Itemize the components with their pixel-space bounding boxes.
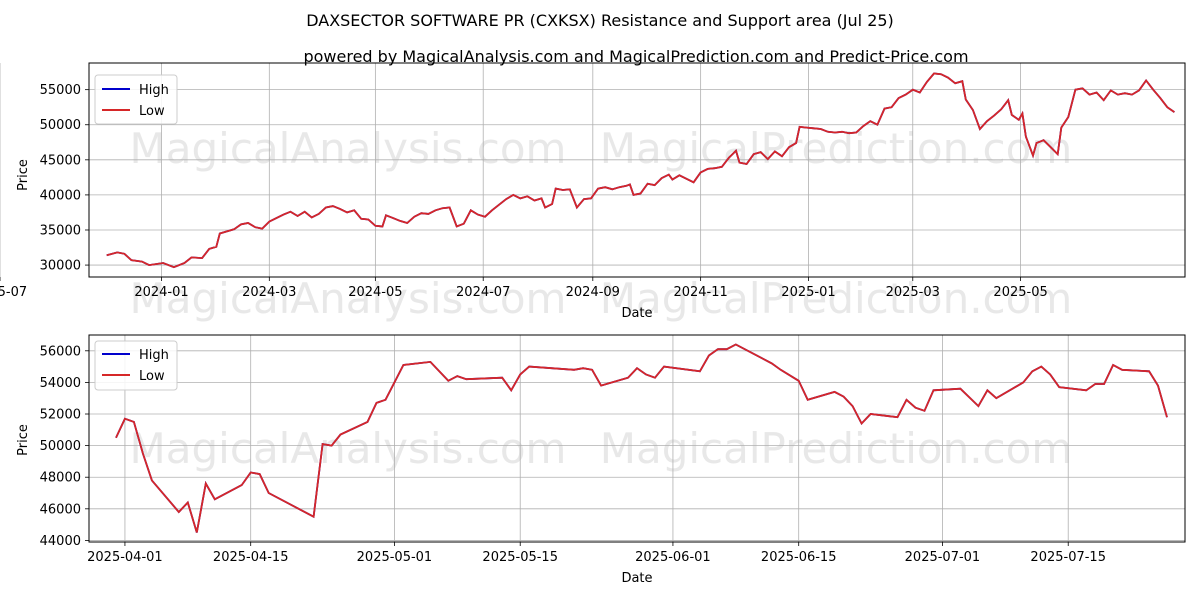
bottom-y-tick-label: 56000	[40, 344, 81, 359]
top-y-gridlines	[89, 89, 1185, 266]
bottom-x-tick-label: 2025-06-01	[635, 550, 711, 565]
top-y-tick-label: 35000	[40, 223, 81, 238]
bottom-watermarks: MagicalAnalysis.com MagicalPrediction.co…	[130, 424, 1073, 473]
bottom-x-tick-label: 2025-04-15	[213, 550, 289, 565]
top-y-axis-label: Price	[16, 159, 31, 191]
top-legend-high-label: High	[139, 83, 169, 98]
top-watermarks: MagicalAnalysis.com MagicalPrediction.co…	[130, 124, 1073, 323]
chart-subtitle: powered by MagicalAnalysis.com and Magic…	[303, 47, 968, 66]
top-x-ticks: 2024-01 2024-03 2024-05 2024-07 2024-09 2024-…	[0, 277, 1048, 300]
top-series-low-line	[106, 72, 1175, 269]
bottom-x-tick-label: 2025-06-15	[761, 550, 837, 565]
top-x-tick-label: 2024-03	[242, 285, 296, 300]
chart-title: DAXSECTOR SOFTWARE PR (CXKSX) Resistance…	[306, 11, 894, 30]
top-legend-box	[94, 74, 178, 125]
watermark-mid-right: MagicalPrediction.com	[600, 274, 1073, 323]
top-y-tick-label: 40000	[40, 188, 81, 203]
bottom-x-ticks: 2025-04-01 2025-04-15 2025-05-01 2025-05-15…	[87, 542, 1106, 565]
top-x-gridlines	[0, 63, 1021, 277]
bottom-x-tick-label: 2025-05-01	[357, 550, 433, 565]
watermark-mid-left: MagicalAnalysis.com	[130, 274, 567, 323]
top-x-tick-label: 2025-01	[781, 285, 835, 300]
bottom-y-tick-label: 54000	[40, 376, 81, 391]
top-axes-frame	[88, 62, 1186, 278]
bottom-axes-frame	[88, 334, 1186, 543]
top-x-tick-label: 2024-07	[456, 285, 510, 300]
watermark-bottom-right: MagicalPrediction.com	[600, 424, 1073, 473]
bottom-series-low-line	[115, 343, 1168, 533]
bottom-y-axis-label: Price	[16, 424, 31, 456]
bottom-x-gridlines	[124, 335, 1069, 542]
bottom-y-gridlines	[89, 350, 1185, 541]
top-x-tick-label: 2024-09	[566, 285, 620, 300]
top-x-tick-label: 2025-05	[993, 285, 1047, 300]
top-y-tick-label: 30000	[40, 259, 81, 274]
watermark-bottom-left: MagicalAnalysis.com	[130, 424, 567, 473]
bottom-x-axis-label: Date	[621, 571, 652, 586]
top-legend: High Low	[94, 74, 178, 125]
top-y-tick-label: 45000	[40, 153, 81, 168]
bottom-legend: High Low	[94, 340, 178, 391]
top-legend-low-label: Low	[139, 104, 165, 119]
bottom-legend-low-label: Low	[139, 369, 165, 384]
bottom-y-tick-label: 44000	[40, 534, 81, 549]
bottom-y-tick-label: 46000	[40, 502, 81, 517]
top-series	[106, 72, 1175, 269]
top-x-axis-label: Date	[621, 306, 652, 321]
top-y-tick-label: 50000	[40, 118, 81, 133]
top-panel: MagicalAnalysis.com MagicalPrediction.co…	[0, 62, 1186, 323]
top-y-ticks: 30000 35000 40000 45000 50000 55000	[40, 83, 89, 274]
bottom-y-tick-label: 52000	[40, 408, 81, 423]
top-x-tick-label: 2024-11	[673, 285, 727, 300]
bottom-x-tick-label: 2025-07-01	[905, 550, 981, 565]
bottom-series	[115, 343, 1168, 533]
top-x-tick-label: 2024-05	[348, 285, 402, 300]
bottom-x-tick-label: 2025-05-15	[482, 550, 558, 565]
bottom-x-tick-label: 2025-07-15	[1030, 550, 1106, 565]
bottom-x-tick-label: 2025-04-01	[87, 550, 163, 565]
top-x-tick-label: 2024-01	[134, 285, 188, 300]
bottom-y-tick-label: 50000	[40, 439, 81, 454]
top-x-tick-label: 2025-03	[886, 285, 940, 300]
watermark-top-right: MagicalPrediction.com	[600, 124, 1073, 173]
top-y-tick-label: 55000	[40, 83, 81, 98]
top-x-tick-label: 2025-07	[0, 285, 27, 300]
watermark-top-left: MagicalAnalysis.com	[130, 124, 567, 173]
bottom-y-tick-label: 48000	[40, 471, 81, 486]
bottom-legend-high-label: High	[139, 348, 169, 363]
bottom-panel: MagicalAnalysis.com MagicalPrediction.co…	[16, 334, 1186, 586]
bottom-y-ticks: 44000 46000 48000 50000 52000 54000 56000	[40, 344, 89, 549]
